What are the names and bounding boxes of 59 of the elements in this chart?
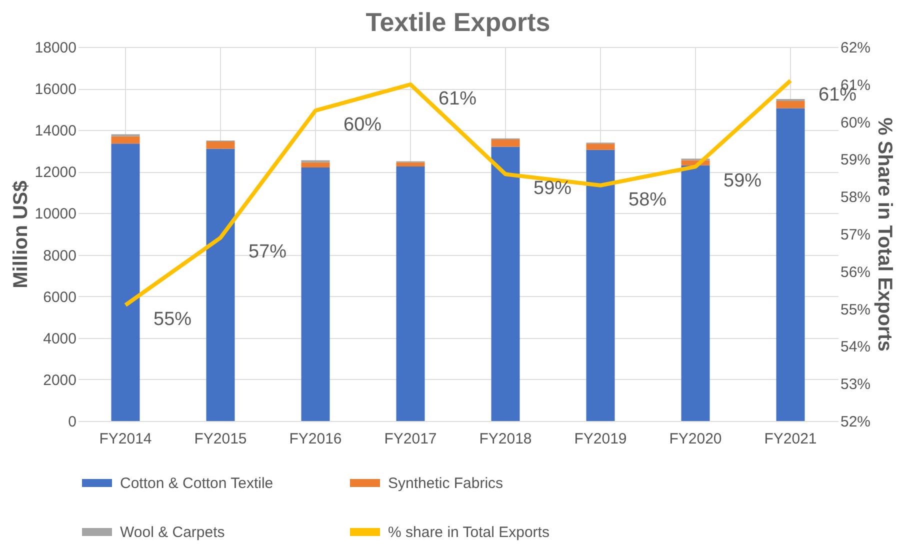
y2-tick-label: 53% <box>840 376 871 394</box>
x-tick-label: FY2017 <box>384 430 437 448</box>
y2-tick-label: 62% <box>840 40 871 56</box>
legend-label: Synthetic Fabrics <box>388 475 504 492</box>
y-tick-label: 12000 <box>34 164 76 182</box>
bar <box>491 146 520 421</box>
x-tick-label: FY2016 <box>289 430 342 448</box>
y2-axis-title: % Share in Total Exports <box>874 117 896 352</box>
y2-tick-label: 59% <box>840 152 871 169</box>
y-tick-label: 10000 <box>34 206 76 223</box>
chart-title: Textile Exports <box>366 7 550 37</box>
x-tick-label: FY2019 <box>574 430 627 448</box>
y-tick-label: 6000 <box>43 288 76 306</box>
line-series <box>124 78 792 308</box>
data-label: 61% <box>438 88 477 110</box>
y-tick-label: 2000 <box>43 372 76 389</box>
bar <box>301 168 330 421</box>
y-tick-label: 0 <box>68 414 76 430</box>
bar <box>776 98 805 102</box>
y2-tick-label: 60% <box>840 114 871 132</box>
bar <box>681 165 710 421</box>
bar <box>776 108 805 421</box>
bar <box>396 162 425 166</box>
x-tick-label: FY2015 <box>194 430 247 448</box>
legend-label: % share in Total Exports <box>388 524 550 541</box>
y2-tick-label: 55% <box>840 301 871 318</box>
bar <box>491 139 520 147</box>
bar <box>776 101 805 108</box>
y-tick-label: 4000 <box>43 330 76 348</box>
x-tick-label: FY2014 <box>99 430 152 448</box>
data-label: 57% <box>248 242 287 263</box>
data-label: 59% <box>534 178 572 200</box>
data-label: 58% <box>628 189 667 210</box>
bar <box>206 148 235 421</box>
legend-label: Cotton & Cotton Textile <box>120 475 274 492</box>
y2-tick-label: 57% <box>840 226 871 244</box>
x-tick-label: FY2018 <box>479 430 532 448</box>
bar <box>111 144 140 421</box>
bar <box>586 150 615 421</box>
y2-tick-label: 56% <box>840 264 871 281</box>
y-tick-label: 8000 <box>43 247 76 264</box>
y-axis-title: Million US$ <box>10 180 32 288</box>
y-tick-label: 16000 <box>34 81 76 98</box>
y2-tick-label: 54% <box>840 338 871 356</box>
x-tick-label: FY2020 <box>669 430 722 448</box>
legend-label: Wool & Carpets <box>120 524 225 541</box>
y2-tick-label: 52% <box>840 414 871 430</box>
data-label: 59% <box>724 170 762 192</box>
x-tick-label: FY2021 <box>764 430 817 448</box>
bar <box>206 142 235 149</box>
y-tick-label: 14000 <box>34 122 76 140</box>
bar <box>396 166 425 421</box>
data-label: 60% <box>344 114 382 136</box>
data-label: 55% <box>154 309 192 330</box>
bar <box>586 144 615 150</box>
bar <box>111 136 140 144</box>
y-tick-label: 18000 <box>34 40 76 56</box>
bar <box>301 162 330 168</box>
y2-tick-label: 58% <box>840 189 871 206</box>
